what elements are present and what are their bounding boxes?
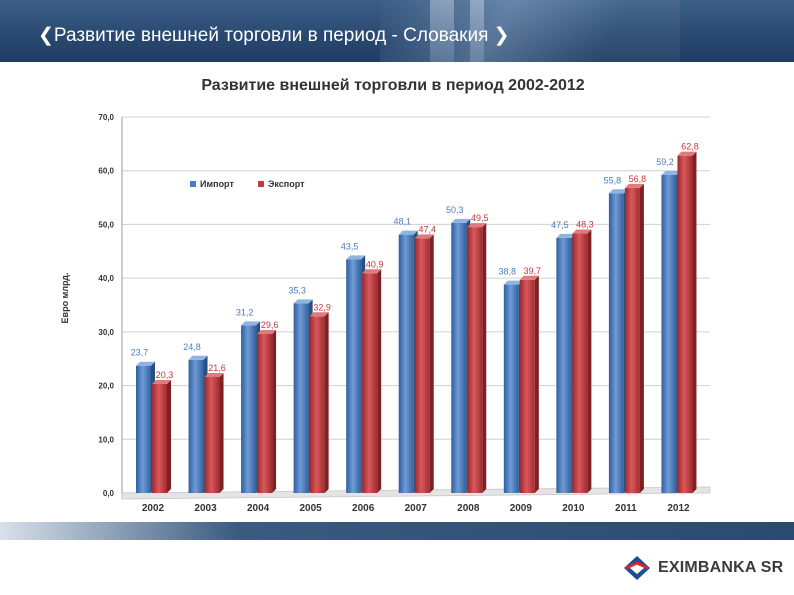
legend-label: Импорт — [200, 179, 234, 189]
bar-export — [572, 229, 592, 493]
y-tick-label: 40,0 — [98, 274, 114, 283]
data-label: 56,8 — [629, 174, 647, 184]
bar-export — [257, 330, 277, 493]
data-label: 49,5 — [471, 213, 489, 223]
data-label: 20,3 — [156, 370, 174, 380]
x-tick-label: 2008 — [457, 503, 480, 514]
x-tick-label: 2006 — [352, 503, 375, 514]
data-label: 39,7 — [524, 266, 542, 276]
x-tick-label: 2007 — [405, 503, 428, 514]
legend-swatch — [258, 181, 264, 187]
chart-title: Развитие внешней торговли в период 2002-… — [201, 77, 584, 94]
bar-export — [204, 372, 224, 493]
logo-text: EXIMBANKA SR — [658, 559, 784, 576]
y-tick-label: 60,0 — [98, 167, 114, 176]
header-building-column — [470, 0, 484, 62]
page-title: ❮Развитие внешней торговли в период - Сл… — [38, 25, 510, 46]
data-label: 35,3 — [288, 285, 306, 295]
header-building-column — [430, 0, 454, 62]
bar-export — [624, 183, 644, 493]
legend-label: Экспорт — [268, 179, 305, 189]
bar-export — [677, 151, 697, 493]
data-label: 55,8 — [604, 175, 622, 185]
data-label: 48,1 — [393, 217, 411, 227]
data-label: 43,5 — [341, 241, 359, 251]
data-label: 29,6 — [261, 320, 279, 330]
x-tick-label: 2011 — [615, 503, 637, 514]
data-label: 48,3 — [576, 220, 594, 230]
bar-chart: 0,0 10,0 20,0 30,0 40,0 50,0 60,0 70,0 23,7 20,3… — [60, 77, 711, 514]
x-tick-label: 2003 — [194, 503, 217, 514]
data-label: 40,9 — [366, 259, 384, 269]
eximbanka-logo-icon — [624, 556, 650, 580]
data-label: 38,8 — [499, 267, 517, 277]
x-tick-label: 2004 — [247, 503, 270, 514]
x-tick-label: 2005 — [300, 503, 323, 514]
x-tick-label: 2012 — [667, 503, 690, 514]
x-tick-label: 2010 — [562, 503, 585, 514]
data-label: 47,5 — [551, 220, 569, 230]
y-axis-label: Евро млрд. — [60, 273, 70, 324]
bar-export — [309, 312, 329, 493]
y-tick-label: 70,0 — [98, 113, 114, 122]
data-label: 21,6 — [208, 363, 226, 373]
data-label: 47,4 — [418, 224, 436, 234]
x-tick-label: 2009 — [510, 503, 533, 514]
data-label: 24,8 — [183, 342, 201, 352]
y-tick-label: 0,0 — [103, 489, 115, 498]
data-label: 31,2 — [236, 307, 254, 317]
legend-swatch — [190, 181, 196, 187]
data-label: 59,2 — [656, 157, 674, 167]
bar-export — [362, 269, 382, 493]
bar-export — [414, 234, 434, 493]
bar-export — [519, 275, 539, 493]
bar-export — [467, 223, 487, 493]
data-label: 32,9 — [313, 302, 331, 312]
y-tick-label: 30,0 — [98, 328, 114, 337]
y-tick-label: 10,0 — [98, 435, 114, 444]
x-tick-label: 2002 — [142, 503, 165, 514]
y-tick-label: 50,0 — [98, 220, 114, 229]
footer-bar — [0, 522, 794, 540]
header-banner: ❮Развитие внешней торговли в период - Сл… — [0, 0, 794, 62]
data-label: 50,3 — [446, 205, 464, 215]
data-label: 23,7 — [131, 348, 149, 358]
y-tick-label: 20,0 — [98, 382, 114, 391]
data-label: 62,8 — [681, 142, 699, 152]
eximbanka-logo: EXIMBANKA SR — [622, 554, 783, 582]
bar-export — [152, 379, 171, 493]
